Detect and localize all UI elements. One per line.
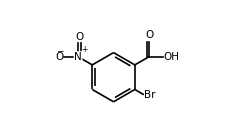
- Text: −: −: [56, 46, 64, 55]
- Text: N: N: [74, 52, 82, 62]
- Text: +: +: [81, 45, 87, 54]
- Text: O: O: [75, 32, 83, 42]
- Text: Br: Br: [144, 90, 155, 100]
- Text: OH: OH: [163, 52, 179, 62]
- Text: O: O: [55, 52, 64, 62]
- Text: O: O: [145, 30, 153, 40]
